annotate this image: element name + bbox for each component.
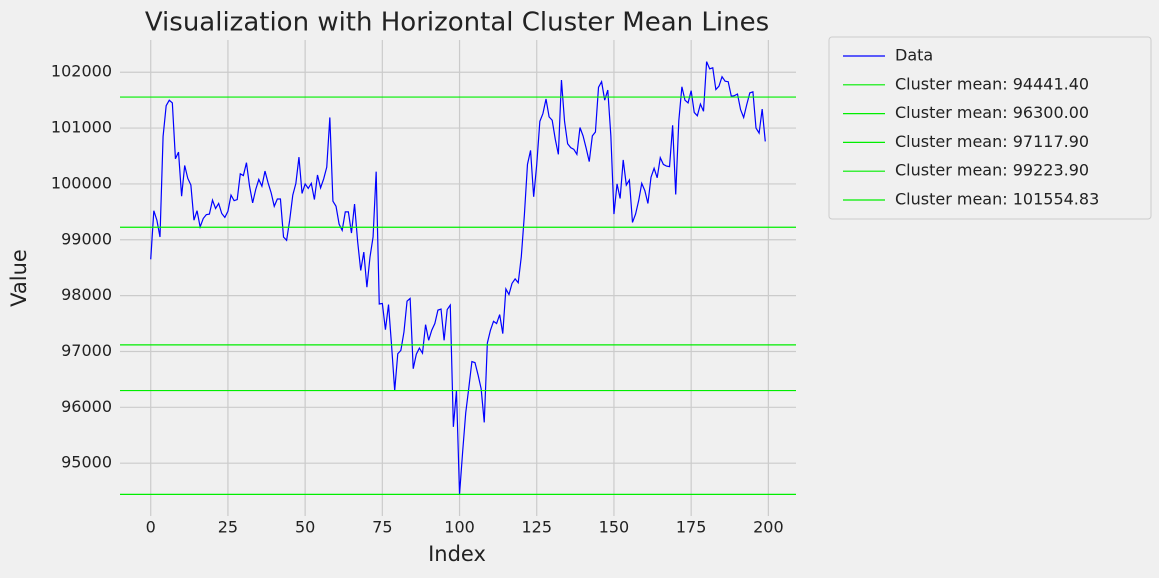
legend: Data Cluster mean: 94441.40 Cluster mean: … xyxy=(843,46,1099,209)
y-tick-label: 97000 xyxy=(61,341,112,360)
y-axis-label: Value xyxy=(7,249,31,307)
grid: 95000 96000 97000 98000 99000 100000 101000 102… xyxy=(51,40,796,537)
x-tick-label: 150 xyxy=(599,518,630,537)
x-tick-label: 100 xyxy=(444,518,475,537)
legend-label: Cluster mean: 96300.00 xyxy=(895,103,1089,122)
x-tick-label: 125 xyxy=(521,518,552,537)
legend-label: Cluster mean: 97117.90 xyxy=(895,132,1089,151)
y-tick-label: 96000 xyxy=(61,397,112,416)
legend-label: Cluster mean: 99223.90 xyxy=(895,161,1089,180)
legend-label: Cluster mean: 101554.83 xyxy=(895,190,1099,209)
y-tick-label: 99000 xyxy=(61,229,112,248)
legend-label: Cluster mean: 94441.40 xyxy=(895,74,1089,93)
y-tick-label: 95000 xyxy=(61,453,112,472)
y-tick-label: 101000 xyxy=(51,118,112,137)
y-tick-label: 102000 xyxy=(51,62,112,81)
plot xyxy=(120,61,796,495)
x-tick-label: 25 xyxy=(218,518,238,537)
x-tick-label: 50 xyxy=(295,518,315,537)
y-tick-label: 98000 xyxy=(61,285,112,304)
x-tick-label: 175 xyxy=(676,518,707,537)
legend-box xyxy=(828,36,1152,220)
legend-label: Data xyxy=(895,46,933,65)
x-tick-label: 75 xyxy=(372,518,392,537)
x-axis-label: Index xyxy=(428,542,486,566)
x-tick-label: 200 xyxy=(753,518,784,537)
y-tick-label: 100000 xyxy=(51,173,112,192)
chart-title: Visualization with Horizontal Cluster Me… xyxy=(145,8,769,38)
data-line xyxy=(150,61,766,495)
x-tick-label: 0 xyxy=(146,518,156,537)
